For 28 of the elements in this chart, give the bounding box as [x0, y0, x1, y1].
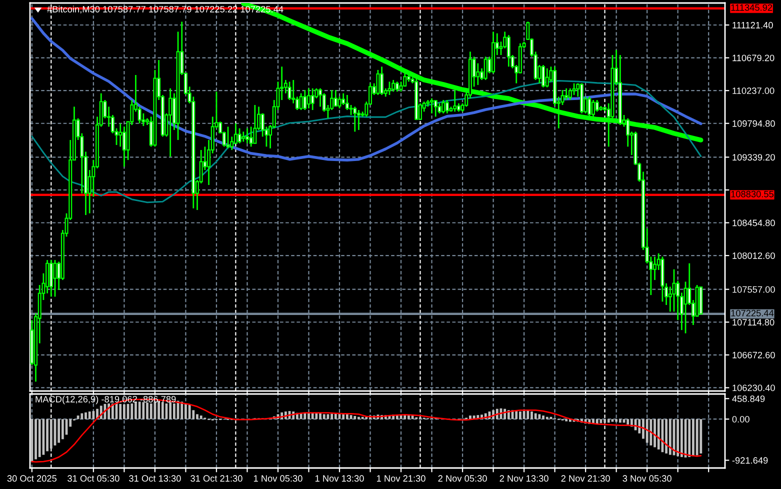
x-tick-label: 30 Oct 2025 — [7, 475, 57, 482]
y-tick-label: 109339.20 — [732, 154, 775, 161]
y-tick-label: 108454.80 — [732, 220, 775, 226]
x-tick-label: 31 Oct 21:30 — [190, 475, 242, 482]
x-tick-label: 31 Oct 13:30 — [129, 475, 181, 482]
x-tick-label: 1 Nov 05:30 — [254, 475, 302, 482]
x-tick-label: 3 Nov 05:30 — [622, 475, 672, 482]
ref-line-label: 111345.92 — [731, 4, 772, 11]
x-tick-label: 2 Nov 21:30 — [561, 475, 610, 482]
y-tick-label: 458.849 — [732, 396, 765, 402]
y-tick-label: 107114.80 — [732, 319, 774, 326]
y-tick-label: 106230.40 — [732, 384, 775, 392]
ref-line-label: 107225.44 — [731, 310, 774, 316]
y-tick-label: 0.00 — [732, 416, 750, 423]
y-tick-label: 110679.20 — [732, 54, 774, 62]
x-tick-label: 2 Nov 13:30 — [500, 475, 548, 482]
y-tick-label: 107557.00 — [732, 286, 775, 293]
ref-line-label: 108830.55 — [731, 190, 774, 198]
x-tick-label: 1 Nov 13:30 — [315, 475, 364, 482]
y-tick-label: -921.649 — [732, 457, 768, 464]
y-tick-label: 110237.00 — [732, 88, 774, 94]
y-tick-label: 106672.60 — [732, 352, 775, 358]
x-tick-label: 31 Oct 05:30 — [68, 475, 120, 482]
y-tick-label: 111121.40 — [732, 22, 773, 28]
x-tick-label: 1 Nov 21:30 — [377, 475, 426, 482]
x-tick-label: 2 Nov 05:30 — [438, 475, 487, 482]
y-tick-label: 108012.60 — [732, 252, 775, 259]
y-tick-label: 109794.80 — [732, 120, 775, 127]
